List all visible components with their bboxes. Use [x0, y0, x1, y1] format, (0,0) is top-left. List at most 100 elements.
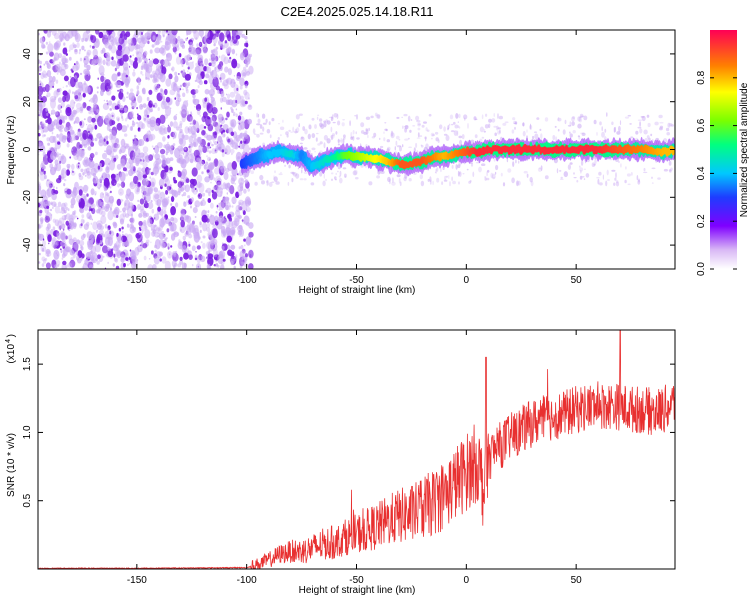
noise-dot — [287, 181, 290, 186]
noise-dot — [462, 173, 465, 175]
noise-dot — [69, 156, 72, 159]
noise-dot — [202, 64, 204, 67]
noise-dot — [206, 222, 211, 228]
noise-dot — [630, 136, 634, 139]
noise-dot — [104, 194, 111, 203]
noise-dot — [39, 217, 44, 222]
noise-dot — [104, 223, 108, 229]
noise-dot — [184, 73, 191, 81]
noise-dot — [371, 136, 376, 139]
snr-y-ticks: 0.51.01.5 — [22, 357, 675, 508]
noise-dot — [613, 127, 616, 133]
noise-dot — [396, 174, 401, 178]
noise-dot — [108, 195, 115, 204]
noise-dot — [156, 199, 162, 207]
noise-dot — [498, 115, 503, 120]
noise-dot — [173, 179, 178, 184]
noise-dot — [201, 171, 204, 175]
noise-dot — [122, 96, 126, 102]
noise-dot — [230, 148, 235, 154]
noise-dot — [79, 109, 83, 114]
noise-dot — [240, 245, 244, 250]
noise-dot — [141, 193, 146, 199]
noise-dot — [172, 137, 175, 140]
noise-dot — [49, 153, 54, 160]
noise-dot — [192, 48, 194, 50]
noise-dot — [206, 169, 210, 173]
noise-dot — [176, 44, 179, 48]
noise-dot — [201, 192, 206, 197]
noise-dot — [208, 158, 211, 161]
noise-dot — [149, 130, 151, 132]
noise-dot — [147, 134, 153, 142]
noise-dot — [117, 235, 123, 244]
noise-dot — [99, 183, 102, 188]
noise-dot — [556, 168, 559, 174]
noise-dot — [128, 42, 135, 52]
noise-dot — [274, 170, 276, 174]
noise-dot — [68, 125, 73, 131]
noise-dot — [92, 221, 98, 230]
noise-dot — [176, 126, 180, 131]
noise-dot — [94, 59, 99, 64]
noise-dot — [155, 158, 162, 165]
noise-dot — [142, 88, 145, 92]
noise-dot — [607, 179, 610, 181]
noise-dot — [219, 72, 226, 80]
noise-dot — [425, 127, 428, 132]
noise-dot — [75, 102, 82, 110]
noise-dot — [154, 232, 160, 238]
noise-dot — [598, 171, 602, 176]
noise-dot — [80, 137, 83, 142]
noise-dot — [86, 212, 92, 220]
snr-scale-exponent: 4 — [5, 339, 12, 343]
noise-dot — [55, 79, 59, 84]
noise-dot — [131, 250, 135, 257]
noise-dot — [225, 220, 231, 227]
noise-dot — [314, 124, 317, 129]
noise-dot — [225, 78, 229, 84]
noise-dot — [153, 163, 160, 173]
noise-dot — [105, 62, 109, 66]
noise-dot — [627, 183, 631, 186]
noise-dot — [43, 73, 48, 79]
noise-dot — [461, 134, 465, 140]
noise-dot — [124, 202, 127, 206]
noise-dot — [163, 127, 168, 135]
noise-dot — [39, 72, 41, 76]
noise-dot — [493, 125, 497, 128]
noise-dot — [144, 225, 148, 230]
noise-dot — [334, 176, 337, 180]
noise-dot — [164, 88, 168, 96]
noise-dot — [89, 58, 91, 61]
noise-dot — [69, 84, 71, 87]
noise-dot — [458, 113, 461, 119]
noise-dot — [162, 95, 165, 101]
noise-dot — [194, 49, 200, 56]
noise-dot — [80, 246, 84, 251]
noise-dot — [193, 47, 196, 51]
noise-dot — [81, 150, 84, 155]
noise-dot — [208, 249, 211, 254]
noise-dot — [120, 72, 124, 76]
noise-dot — [137, 95, 143, 104]
noise-dot — [57, 97, 63, 103]
noise-dot — [187, 195, 191, 199]
noise-dot — [75, 150, 80, 158]
noise-dot — [83, 184, 88, 194]
noise-dot — [136, 185, 141, 191]
noise-dot — [116, 232, 119, 237]
noise-dot — [225, 196, 229, 202]
noise-dot — [181, 64, 184, 68]
noise-dot — [585, 173, 590, 178]
noise-dot — [58, 87, 62, 92]
noise-dot — [248, 249, 254, 259]
noise-dot — [207, 142, 211, 147]
noise-dot — [134, 137, 137, 141]
noise-dot — [120, 254, 126, 261]
noise-dot — [494, 171, 497, 175]
noise-dot — [199, 221, 202, 225]
noise-dot — [244, 244, 246, 247]
svg-text:): ) — [6, 334, 17, 337]
noise-dot — [238, 141, 245, 150]
